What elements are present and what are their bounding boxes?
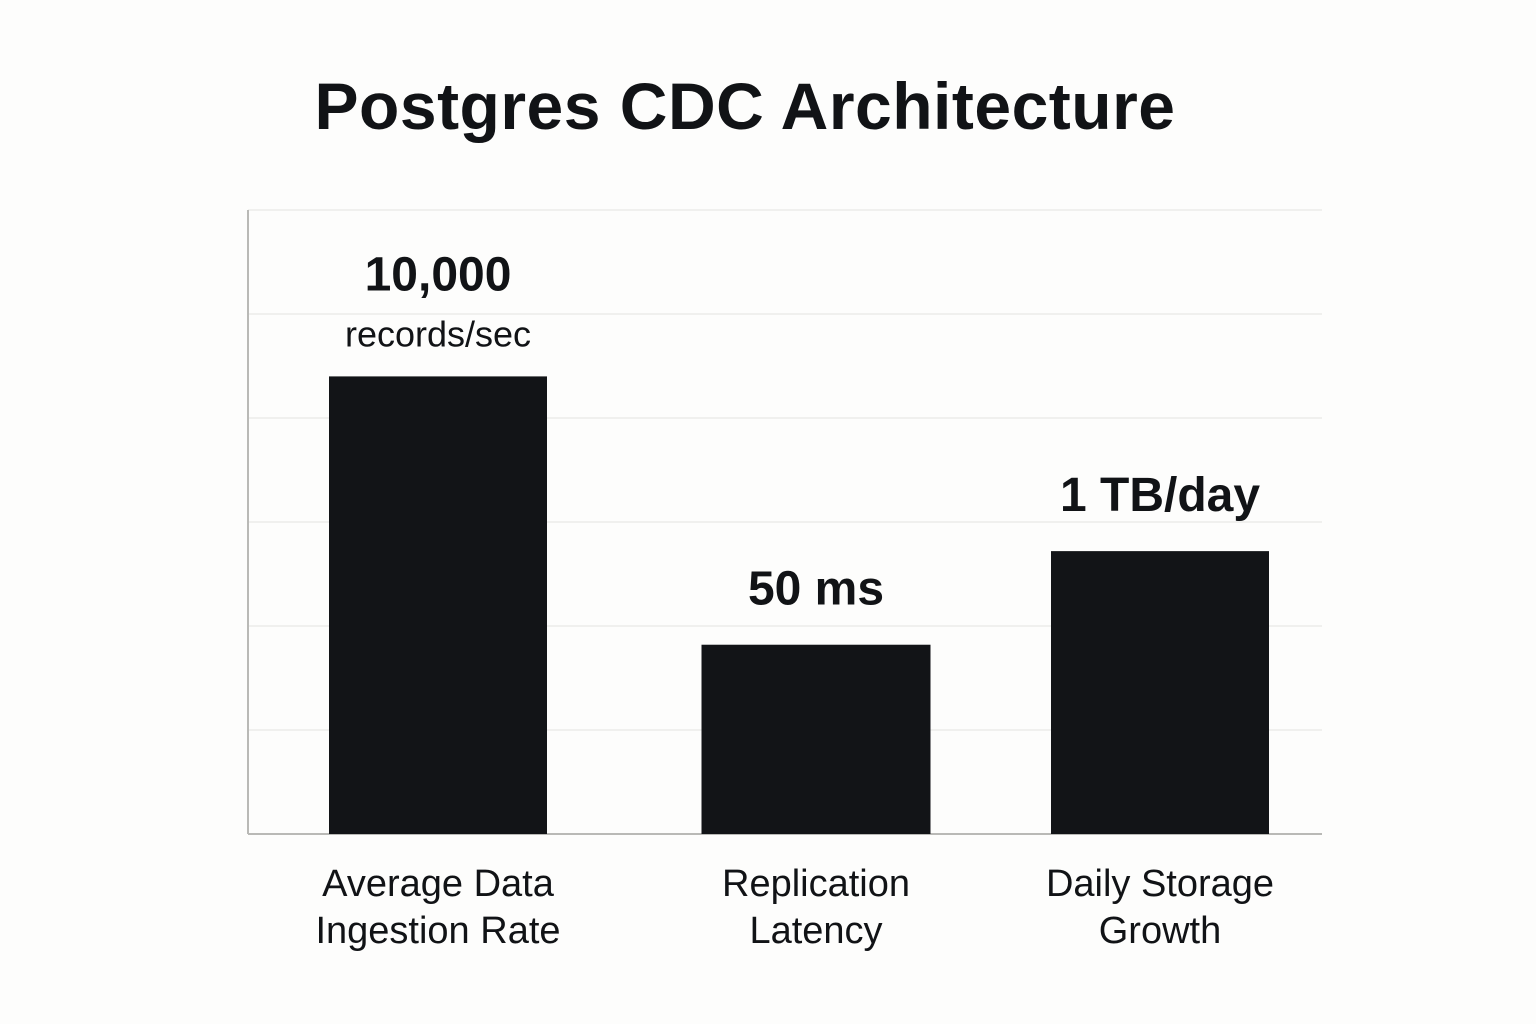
category-label: Daily Storage: [1046, 863, 1274, 905]
value-sublabel: records/sec: [345, 313, 531, 354]
value-label: 50 ms: [748, 563, 884, 616]
category-label: Replication: [722, 863, 910, 905]
category-label: Average Data: [322, 863, 555, 905]
category-label: Ingestion Rate: [315, 910, 560, 952]
bar-3: [1051, 551, 1269, 834]
category-label: Latency: [749, 910, 882, 952]
category-label: Growth: [1099, 910, 1221, 952]
value-label: 1 TB/day: [1060, 469, 1260, 522]
chart-title: Postgres CDC Architecture: [314, 69, 1176, 143]
bar-1: [329, 376, 547, 834]
bar-2: [701, 644, 931, 834]
value-label: 10,000: [365, 248, 512, 301]
